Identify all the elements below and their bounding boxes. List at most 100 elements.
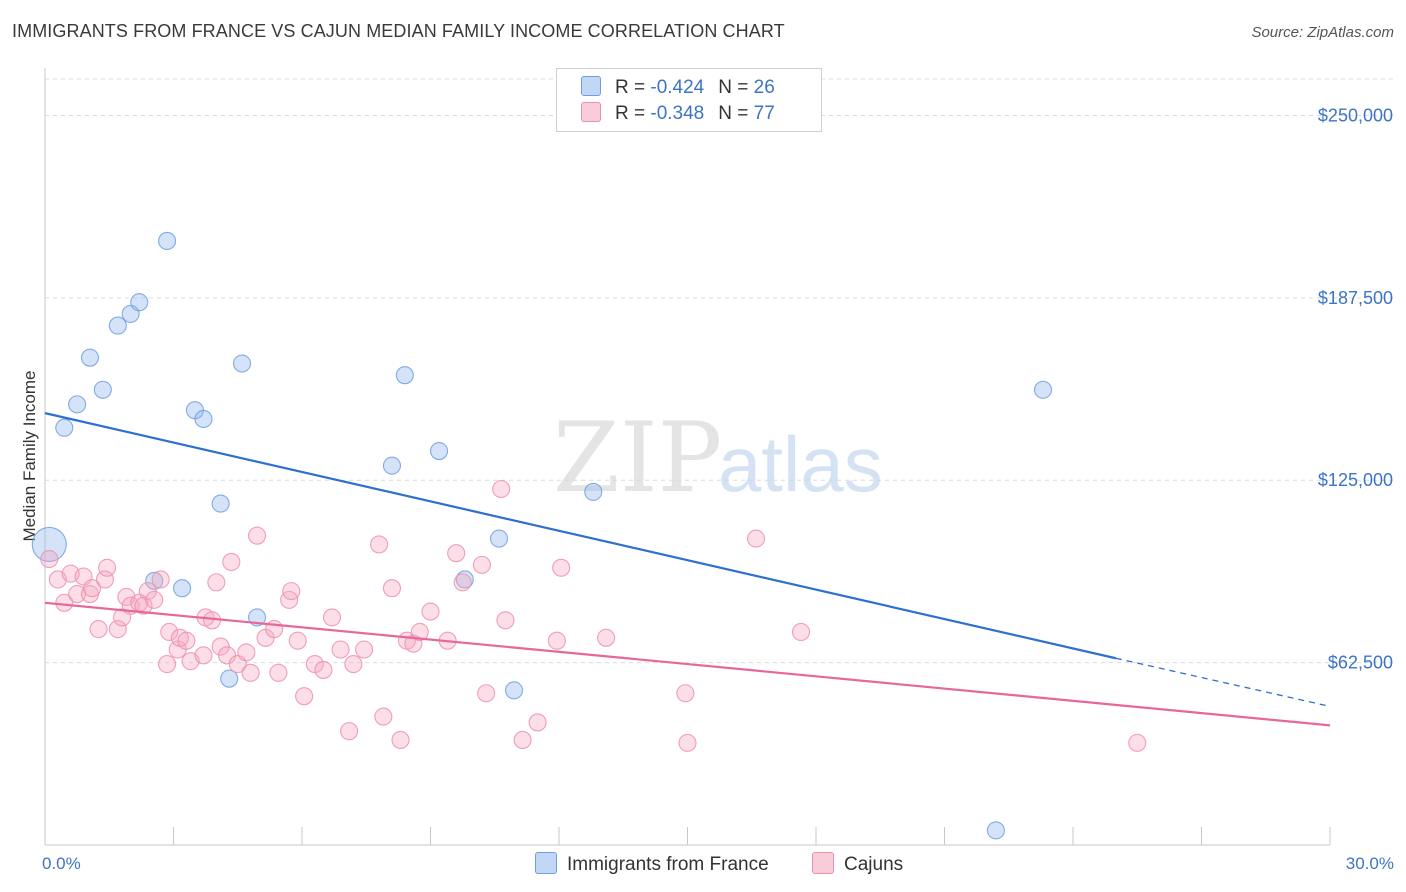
cajun-point <box>472 555 491 574</box>
legend-swatch-france <box>581 76 601 96</box>
tick-labels: $62,500 $125,000 $187,500 $250,000 0.0% 30.0% <box>42 105 1394 873</box>
chart-title: IMMIGRANTS FROM FRANCE VS CAJUN MEDIAN F… <box>12 21 785 41</box>
cajun-point <box>134 596 153 615</box>
france-point <box>986 821 1005 840</box>
y-tick-label: $125,000 <box>1318 470 1393 490</box>
x-tick-label: 30.0% <box>1346 854 1394 873</box>
cajun-point <box>177 631 196 650</box>
legend-r-value: -0.348 <box>650 103 705 124</box>
cajun-point <box>528 713 547 732</box>
points <box>31 231 1147 840</box>
cajun-point <box>98 558 117 577</box>
france-point <box>382 456 402 475</box>
source-label: Source: ZipAtlas.com <box>1251 24 1394 41</box>
legend-label-france: Immigrants from France <box>567 854 769 875</box>
legend-r-value: -0.424 <box>650 77 705 98</box>
cajun-point <box>355 640 374 659</box>
cajun-trend-line <box>44 601 1331 727</box>
cajun-point <box>288 631 307 650</box>
cajun-point <box>145 590 164 609</box>
france-point <box>1033 380 1053 399</box>
france-point <box>489 529 509 548</box>
france-point <box>55 418 74 437</box>
cajun-point <box>1128 733 1147 752</box>
cajun-point <box>676 684 695 703</box>
france-point <box>194 409 213 429</box>
grid <box>45 78 1395 664</box>
legend-item-cajuns[interactable]: Cajuns <box>812 852 903 876</box>
watermark-atlas: atlas <box>718 420 883 508</box>
cajun-point <box>547 631 566 650</box>
france-point <box>220 669 239 688</box>
cajun-point <box>83 579 102 598</box>
cajun-point <box>269 663 288 682</box>
france-point <box>130 293 149 312</box>
france-point <box>145 571 164 590</box>
legend-r-label: R = <box>615 77 651 98</box>
france-point <box>455 570 474 589</box>
y-tick-label: $187,500 <box>1318 288 1393 308</box>
cajun-point <box>331 640 350 659</box>
france-point <box>430 442 449 461</box>
france-point <box>93 380 112 399</box>
cajun-point <box>678 733 697 752</box>
correlation-legend: R = -0.424 N = 26 R = -0.348 N = 77 <box>556 68 822 132</box>
y-tick-label: $250,000 <box>1318 105 1393 125</box>
cajun-point <box>421 602 440 621</box>
cajun-point <box>513 730 532 749</box>
legend-n-label: N = <box>718 77 754 98</box>
legend-swatch-cajuns <box>581 102 601 122</box>
cajun-point <box>89 620 108 639</box>
cajun-point <box>492 479 511 499</box>
cajun-point <box>151 570 170 589</box>
cajun-point <box>597 628 616 647</box>
cajun-point <box>447 544 466 563</box>
france-point <box>173 579 192 598</box>
cajun-point <box>158 655 177 674</box>
france-point <box>584 482 603 501</box>
cajun-point <box>247 526 267 545</box>
cajun-point <box>194 646 213 665</box>
cajun-point <box>160 622 179 642</box>
cajun-point <box>496 611 515 630</box>
legend-n-label: N = <box>718 103 754 124</box>
cajun-point <box>374 707 393 726</box>
cajun-point <box>344 655 363 674</box>
cajun-point <box>295 687 314 706</box>
legend-n-value: 26 <box>753 77 775 98</box>
x-tick-label: 0.0% <box>42 854 81 873</box>
cajun-point <box>382 579 402 598</box>
legend-row-france: R = -0.424 N = 26 <box>581 76 775 100</box>
cajun-point <box>108 620 127 639</box>
cajun-point <box>453 573 472 592</box>
legend-r-label: R = <box>615 103 651 124</box>
cajun-point <box>410 622 429 642</box>
cajun-point <box>791 622 811 642</box>
cajun-point <box>391 730 410 749</box>
watermark: ZIP atlas <box>553 402 883 514</box>
series-legend: Immigrants from France Cajuns <box>0 852 1406 878</box>
france-trend-extension <box>1115 657 1331 708</box>
cajun-point <box>222 552 241 571</box>
france-point <box>108 316 127 335</box>
legend-swatch-cajuns <box>812 852 834 874</box>
cajun-point <box>477 684 496 703</box>
cajun-point <box>241 663 260 682</box>
cajun-point <box>370 535 389 554</box>
legend-n-value: 77 <box>753 103 775 124</box>
legend-label-cajuns: Cajuns <box>844 854 904 875</box>
france-trend-line <box>44 412 1117 660</box>
cajun-point <box>207 573 226 592</box>
france-point <box>68 395 87 414</box>
cajun-point <box>282 582 301 601</box>
legend-row-cajuns: R = -0.348 N = 77 <box>581 102 775 126</box>
cajun-point <box>552 558 571 577</box>
france-point <box>504 681 524 700</box>
legend-item-france[interactable]: Immigrants from France <box>535 852 769 876</box>
cajun-point <box>95 570 115 589</box>
watermark-zip: ZIP <box>553 402 722 514</box>
cajun-point <box>322 608 342 627</box>
cajun-point <box>340 722 359 741</box>
france-point <box>211 494 230 513</box>
